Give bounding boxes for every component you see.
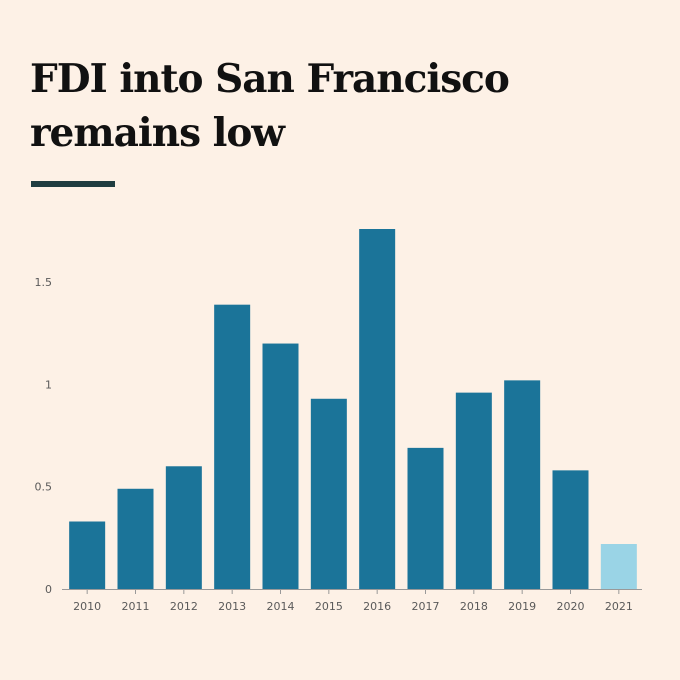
y-axis: 0 0.5 1 1.5 [35, 276, 53, 596]
bar-2019 [504, 380, 541, 589]
x-tick-label: 2019 [508, 600, 536, 613]
x-tick-label: 2011 [122, 600, 150, 613]
x-tick-label: 2016 [363, 600, 391, 613]
x-tick-label: 2018 [460, 600, 488, 613]
bar-2018 [455, 392, 492, 589]
bar-2016 [359, 229, 396, 589]
bar-2021 [600, 544, 637, 589]
y-tick-label: 1 [45, 378, 52, 391]
chart-title-line-1: FDI into San Francisco [30, 56, 510, 102]
x-axis: 2010 2011 2012 2013 2014 2015 2016 2017 2018 2019… [62, 589, 642, 613]
bar-2014 [262, 343, 299, 589]
bar-2020 [552, 470, 589, 589]
bar-2012 [165, 466, 202, 589]
bar-2013 [214, 304, 251, 589]
y-tick-label: 0.5 [35, 481, 53, 494]
x-tick-label: 2021 [605, 600, 633, 613]
bar-2015 [310, 398, 347, 589]
chart-title-line-2: remains low [30, 110, 285, 156]
y-tick-label: 1.5 [35, 276, 53, 289]
x-tick-label: 2015 [315, 600, 343, 613]
x-tick-label: 2012 [170, 600, 198, 613]
y-tick-label: 0 [45, 583, 52, 596]
bar-2017 [407, 447, 444, 589]
bar-2011 [117, 488, 154, 589]
chart-title: FDI into San Francisco remains low [30, 52, 630, 160]
x-tick-label: 2014 [267, 600, 295, 613]
x-tick-label: 2010 [73, 600, 101, 613]
x-tick-label: 2013 [218, 600, 246, 613]
bar-series [69, 229, 637, 589]
bar-2010 [69, 521, 106, 589]
title-accent-bar [31, 181, 115, 187]
x-tick-label: 2017 [412, 600, 440, 613]
x-tick-label: 2020 [557, 600, 585, 613]
